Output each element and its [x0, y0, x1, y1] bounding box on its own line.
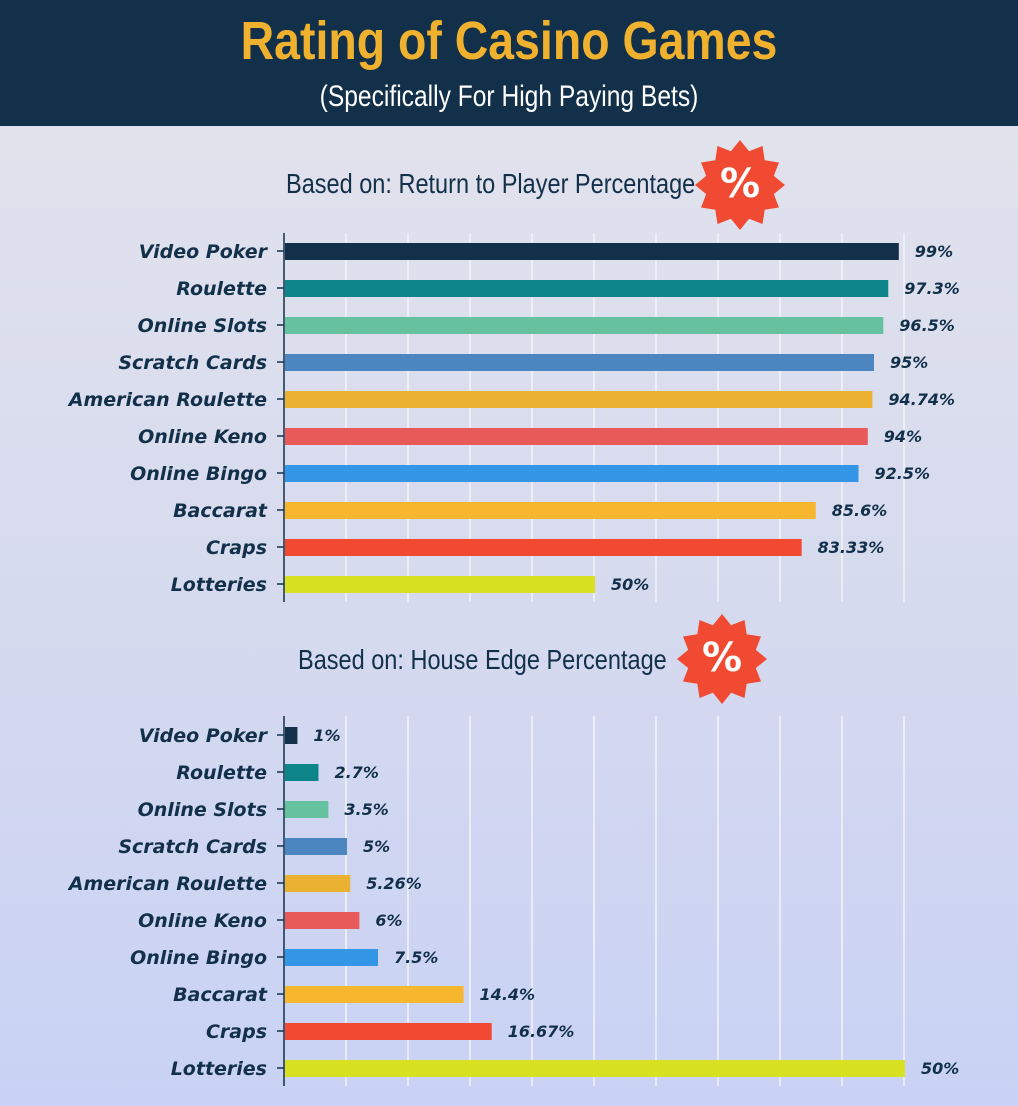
bar: [285, 949, 378, 966]
bar: [285, 838, 347, 855]
category-label: Online Keno: [138, 910, 267, 932]
value-label: 3.5%: [344, 800, 388, 819]
value-label: 16.67%: [508, 1022, 575, 1041]
category-label: Video Poker: [139, 725, 269, 747]
rtp-bar-chart: Video Poker 99% Roulette 97.3% Online Slots 9…: [67, 233, 960, 602]
bar: [285, 391, 873, 408]
header-banner: Rating of Casino Games (Specifically For…: [0, 0, 1018, 126]
value-label: 99%: [915, 242, 953, 261]
bar: [285, 801, 329, 818]
value-label: 1%: [313, 726, 340, 745]
value-label: 96.5%: [899, 316, 955, 335]
category-label: Online Keno: [138, 426, 267, 448]
value-label: 92.5%: [875, 464, 931, 483]
bar: [285, 764, 319, 781]
value-label: 83.33%: [818, 538, 885, 557]
value-label: 6%: [375, 911, 402, 930]
category-label: Baccarat: [173, 500, 268, 522]
bar: [285, 875, 351, 892]
category-label: Lotteries: [171, 574, 267, 596]
bar: [285, 1023, 492, 1040]
bar: [285, 280, 889, 297]
bar: [285, 465, 859, 482]
category-label: Online Slots: [138, 799, 267, 821]
bar: [285, 317, 884, 334]
bar: [285, 576, 595, 593]
page-subtitle: (Specifically For High Paying Bets): [319, 80, 699, 113]
value-label: 2.7%: [334, 763, 378, 782]
category-label: Scratch Cards: [118, 352, 267, 374]
value-label: 94%: [884, 427, 922, 446]
value-label: 94.74%: [888, 390, 955, 409]
bar: [285, 727, 298, 744]
category-label: Baccarat: [173, 984, 268, 1006]
bar: [285, 428, 868, 445]
category-label: Online Bingo: [130, 463, 267, 485]
value-label: 97.3%: [904, 279, 960, 298]
category-label: Roulette: [176, 762, 267, 784]
chart-2-title: Based on: House Edge Percentage: [298, 644, 667, 675]
bar: [285, 354, 874, 371]
percent-badge-icon: %: [677, 614, 767, 704]
category-label: Video Poker: [139, 241, 269, 263]
bar: [285, 243, 899, 260]
house-edge-bar-chart: Video Poker 1% Roulette 2.7% Online Slots 3.5…: [67, 716, 959, 1086]
chart-1-title: Based on: Return to Player Percentage: [286, 168, 696, 199]
bar: [285, 502, 816, 519]
value-label: 7.5%: [394, 948, 438, 967]
value-label: 85.6%: [832, 501, 888, 520]
category-label: Craps: [206, 537, 267, 559]
category-label: Online Bingo: [130, 947, 267, 969]
category-label: Craps: [206, 1021, 267, 1043]
page-title: Rating of Casino Games: [240, 11, 778, 71]
value-label: 50%: [611, 575, 649, 594]
category-label: Scratch Cards: [118, 836, 267, 858]
category-label: Lotteries: [171, 1058, 267, 1080]
category-label: Online Slots: [138, 315, 267, 337]
category-label: Roulette: [176, 278, 267, 300]
value-label: 5%: [363, 837, 390, 856]
category-label: American Roulette: [67, 389, 267, 411]
svg-text:%: %: [702, 635, 742, 681]
bar: [285, 912, 360, 929]
value-label: 50%: [921, 1059, 959, 1078]
svg-text:%: %: [720, 161, 760, 207]
value-label: 95%: [890, 353, 928, 372]
percent-badge-icon: %: [695, 140, 785, 230]
category-label: American Roulette: [67, 873, 267, 895]
bar: [285, 539, 802, 556]
value-label: 5.26%: [366, 874, 422, 893]
bar: [285, 986, 464, 1003]
value-label: 14.4%: [480, 985, 536, 1004]
bar: [285, 1060, 905, 1077]
